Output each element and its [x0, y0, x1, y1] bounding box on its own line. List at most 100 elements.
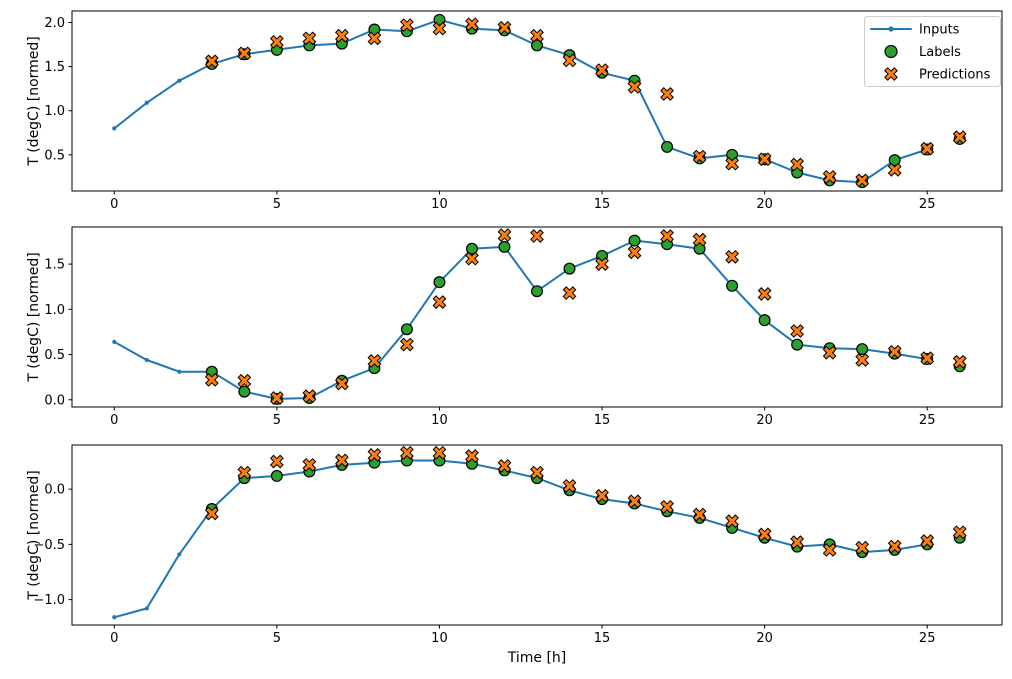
predictions-marker — [400, 18, 414, 33]
predictions-marker — [497, 20, 512, 35]
predictions-marker — [887, 162, 902, 177]
predictions-marker — [790, 157, 805, 172]
legend-inputs-dot — [888, 26, 894, 32]
predictions-marker — [465, 17, 479, 32]
legend-box — [864, 16, 1001, 87]
predictions-marker — [367, 31, 382, 46]
predictions-marker — [237, 46, 252, 61]
inputs-dot — [177, 552, 182, 557]
y-tick-label: 1.5 — [44, 258, 65, 273]
x-tick-label: 5 — [273, 197, 281, 212]
predictions-marker — [855, 173, 870, 188]
predictions-marker — [269, 34, 284, 49]
x-tick-label: 0 — [110, 197, 118, 212]
inputs-dot — [177, 369, 182, 374]
labels-marker — [693, 242, 706, 255]
predictions-marker — [725, 156, 739, 171]
predictions-marker — [432, 21, 447, 36]
predictions-marker — [757, 287, 772, 301]
x-tick-label: 25 — [919, 413, 936, 428]
predictions-marker — [530, 229, 544, 243]
predictions-marker — [952, 354, 967, 369]
y-tick-label: −1.0 — [33, 593, 65, 608]
x-tick-label: 0 — [110, 631, 118, 646]
predictions-marker — [465, 449, 479, 463]
predictions-marker — [204, 54, 219, 69]
y-tick-label: 2.0 — [44, 16, 65, 31]
predictions-marker — [562, 53, 577, 68]
predictions-series — [204, 445, 967, 557]
predictions-marker — [302, 389, 317, 404]
x-axis-title: Time [h] — [507, 650, 567, 666]
y-axis-label: T (degC) [normed] — [26, 470, 42, 601]
labels-marker — [791, 338, 804, 351]
x-tick-label: 0 — [110, 413, 118, 428]
predictions-marker — [335, 376, 349, 391]
predictions-marker — [822, 169, 837, 184]
predictions-marker — [269, 454, 284, 469]
legend-label: Labels — [919, 45, 961, 60]
predictions-marker — [660, 229, 674, 243]
predictions-marker — [595, 488, 609, 503]
legend-predictions-handle — [884, 67, 898, 81]
predictions-marker — [302, 457, 317, 472]
labels-marker — [888, 154, 901, 167]
predictions-marker — [627, 245, 642, 260]
predictions-marker — [822, 345, 837, 360]
labels-marker — [465, 242, 478, 255]
labels-marker — [726, 279, 739, 292]
predictions-marker — [497, 228, 512, 243]
subplot-3: 0 5 10 15 20 25 0.0 −0.5 −1.0T (degC) [normed] — [26, 444, 1003, 646]
y-tick-label: 0.0 — [44, 483, 65, 498]
predictions-marker — [855, 540, 870, 555]
legend-labels-handle — [884, 44, 898, 59]
x-tick-label: 20 — [756, 631, 773, 646]
labels-marker — [856, 343, 869, 356]
predictions-marker — [400, 445, 414, 460]
predictions-marker — [204, 506, 219, 521]
labels-marker — [433, 276, 446, 289]
predictions-marker — [692, 232, 707, 247]
x-tick-label: 5 — [273, 631, 281, 646]
inputs-dot — [112, 339, 117, 344]
predictions-marker — [725, 249, 739, 264]
y-axis-label: T (degC) [normed] — [26, 36, 42, 167]
labels-marker — [498, 240, 511, 253]
labels-marker — [400, 323, 413, 336]
labels-marker — [758, 314, 771, 327]
predictions-marker — [432, 445, 447, 460]
predictions-marker — [204, 372, 219, 387]
predictions-marker — [530, 28, 544, 43]
x-tick-label: 20 — [756, 413, 773, 428]
legend-item-inputs: Inputs — [870, 23, 960, 38]
predictions-marker — [920, 351, 935, 366]
labels-marker — [238, 385, 251, 398]
inputs-dot — [144, 100, 149, 105]
predictions-marker — [887, 344, 902, 359]
y-tick-label: 0.5 — [44, 348, 65, 363]
labels-marker — [563, 262, 576, 275]
legend: Inputs Labels Predictions — [864, 16, 1001, 87]
predictions-marker — [725, 514, 739, 529]
predictions-marker — [497, 459, 512, 473]
predictions-marker — [822, 543, 837, 557]
legend-item-labels: Labels — [884, 44, 961, 60]
axes-spines — [71, 444, 1003, 626]
predictions-marker — [595, 257, 609, 271]
predictions-marker — [335, 28, 349, 43]
predictions-marker — [855, 353, 870, 367]
inputs-dot — [112, 615, 117, 620]
predictions-marker — [952, 130, 967, 145]
legend-label: Inputs — [919, 23, 960, 38]
x-tick-label: 25 — [919, 197, 936, 212]
predictions-marker — [660, 499, 674, 514]
axes-spines — [71, 226, 1003, 408]
x-tick-label: 15 — [594, 197, 611, 212]
predictions-marker — [920, 141, 935, 156]
predictions-marker — [302, 31, 317, 46]
x-axis: 0 5 10 15 20 25 — [110, 407, 935, 428]
labels-marker — [270, 469, 283, 482]
inputs-dot — [144, 357, 149, 363]
